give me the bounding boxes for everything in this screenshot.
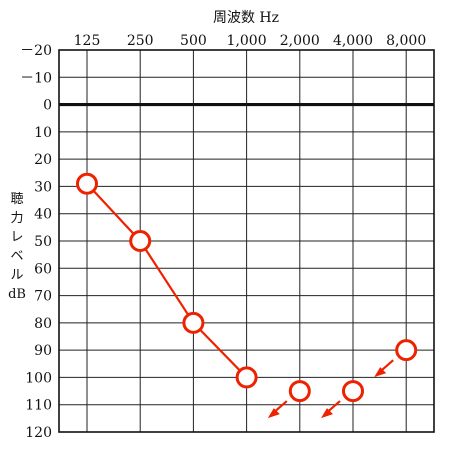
y-tick-label: 70 <box>34 289 52 305</box>
x-tick-label: 125 <box>74 33 101 49</box>
y-tick-labels: －20 －10 0 10 20 30 40 50 60 70 80 90 100 110 120 <box>20 43 52 441</box>
x-tick-label: 8,000 <box>386 33 426 49</box>
arrowhead <box>321 408 333 419</box>
data-point-marker <box>182 311 205 334</box>
y-tick-label: 60 <box>34 261 52 277</box>
y-axis-label-char: ベ <box>10 249 23 264</box>
series-line <box>86 182 248 379</box>
arrowhead <box>267 408 280 419</box>
x-tick-labels: 125 250 500 1,000 2,000 4,000 8,000 <box>74 33 427 49</box>
y-axis-label-char: レ <box>10 230 23 245</box>
y-tick-label: 110 <box>25 398 52 414</box>
plot-border <box>58 49 435 433</box>
y-tick-label: 50 <box>34 234 52 250</box>
data-point-marker <box>235 366 258 389</box>
arrowhead <box>374 367 387 378</box>
y-tick-label: 120 <box>25 425 52 441</box>
x-tick-label: 500 <box>180 33 207 49</box>
y-tick-label: 10 <box>34 125 52 141</box>
x-tick-label: 250 <box>127 33 154 49</box>
y-tick-label: 30 <box>34 179 52 195</box>
y-axis-label-char: dB <box>8 287 26 302</box>
y-axis-label-char: 聴 <box>10 192 23 207</box>
x-tick-label: 1,000 <box>227 33 267 49</box>
data-point-marker <box>395 339 418 362</box>
y-axis-label-char: ル <box>10 268 23 283</box>
y-tick-label: 80 <box>34 316 52 332</box>
y-tick-label: －10 <box>20 70 52 86</box>
y-axis-label-char: 力 <box>10 211 23 226</box>
x-tick-label: 2,000 <box>280 33 320 49</box>
data-point-marker <box>76 172 98 195</box>
series-layer <box>76 172 418 419</box>
data-point-marker <box>288 380 311 403</box>
x-tick-label: 4,000 <box>333 33 373 49</box>
y-tick-label: 20 <box>34 152 52 168</box>
y-tick-label: 40 <box>34 207 52 223</box>
chart-title: 周波数 Hz <box>213 10 279 26</box>
data-point-marker <box>342 380 364 403</box>
y-tick-label: 100 <box>25 370 52 386</box>
data-point-marker <box>129 230 152 252</box>
y-tick-label: －20 <box>20 43 52 59</box>
y-tick-label: 90 <box>34 343 52 359</box>
y-tick-label: 0 <box>43 98 52 114</box>
